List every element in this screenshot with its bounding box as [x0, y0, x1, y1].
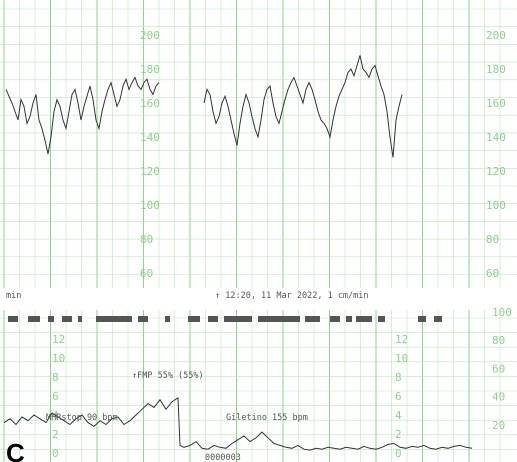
right-tick-label: 40	[492, 391, 505, 404]
marker-label: ↑FMP 55% (55%)	[132, 371, 204, 381]
right-tick-label: 100	[492, 306, 512, 319]
fhr-trace	[5, 55, 403, 158]
paper-band	[0, 288, 517, 310]
event-mark	[418, 316, 426, 322]
event-mark	[305, 316, 320, 322]
event-mark	[48, 316, 54, 322]
event-mark	[78, 316, 82, 322]
event-mark	[8, 316, 18, 322]
lower-tick-label: 2	[395, 428, 402, 441]
event-mark	[330, 316, 340, 322]
lower-tick-label: 4	[395, 409, 402, 422]
event-mark	[188, 316, 200, 322]
upper-tick-label: 200	[486, 29, 506, 42]
event-mark	[28, 316, 40, 322]
upper-tick-label: 60	[140, 267, 153, 280]
lower-tick-label: 12	[395, 333, 408, 346]
upper-tick-label: 180	[140, 63, 160, 76]
event-mark	[378, 316, 385, 322]
upper-tick-labels: 60 60 80 80 100 100 120 120 140 140 160 160 180 180 20…	[140, 29, 506, 280]
upper-tick-label: 140	[140, 131, 160, 144]
upper-tick-label: 80	[486, 233, 499, 246]
right-tick-label: 20	[492, 419, 505, 432]
toco-line	[3, 397, 473, 451]
lower-tick-label: 6	[52, 390, 59, 403]
event-mark	[138, 316, 148, 322]
lower-tick-label: 8	[52, 371, 59, 384]
event-mark	[165, 316, 170, 322]
upper-tick-label: 180	[486, 63, 506, 76]
event-mark	[258, 316, 300, 322]
fhr-line	[5, 55, 403, 158]
right-tick-label: 60	[492, 362, 505, 375]
left-unit-label: min	[6, 291, 21, 301]
lower-tick-label: 2	[52, 428, 59, 441]
panel-letter: C	[6, 438, 25, 462]
right-tick-labels: 20 40 60 80 100	[492, 306, 512, 432]
upper-tick-label: 120	[140, 165, 160, 178]
upper-tick-label: 80	[140, 233, 153, 246]
upper-tick-label: 140	[486, 131, 506, 144]
lower-tick-label: 6	[395, 390, 402, 403]
event-mark	[224, 316, 252, 322]
uterine-activity-trace	[3, 397, 473, 451]
event-mark	[434, 316, 442, 322]
upper-tick-label: 100	[486, 199, 506, 212]
bottom-code: 0000003	[205, 453, 241, 462]
lower-tick-label: 12	[52, 333, 65, 346]
upper-tick-label: 120	[486, 165, 506, 178]
info-line: ↑ 12:20, 11 Mar 2022, 1 cm/min	[215, 291, 369, 301]
right-tick-label: 80	[492, 334, 505, 347]
right-note: Giletino 155 bpm	[226, 413, 308, 423]
upper-tick-label: 160	[486, 97, 506, 110]
event-mark	[346, 316, 352, 322]
lower-tick-label: 0	[52, 447, 59, 460]
event-marker-bar	[8, 316, 442, 322]
upper-tick-label: 100	[140, 199, 160, 212]
upper-tick-label: 160	[140, 97, 160, 110]
event-mark	[356, 316, 372, 322]
lower-tick-label: 8	[395, 371, 402, 384]
upper-tick-label: 60	[486, 267, 499, 280]
upper-tick-label: 200	[140, 29, 160, 42]
lower-tick-label: 10	[52, 352, 65, 365]
lower-tick-label: 0	[395, 447, 402, 460]
left-note: MHRstop 90 bpm	[46, 413, 118, 423]
lower-tick-label: 10	[395, 352, 408, 365]
event-mark	[208, 316, 218, 322]
event-mark	[96, 316, 132, 322]
event-mark	[62, 316, 72, 322]
